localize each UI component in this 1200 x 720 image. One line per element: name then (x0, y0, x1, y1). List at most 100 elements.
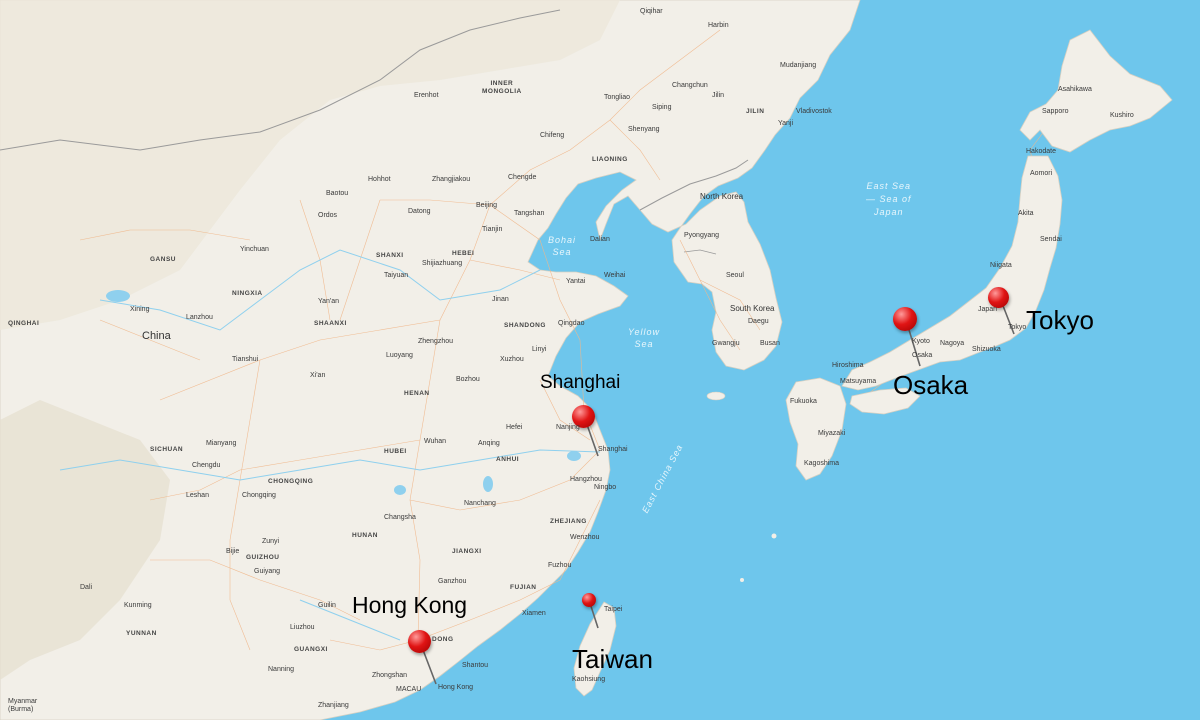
city-xiamen: Xiamen (522, 610, 546, 617)
city-harbin: Harbin (708, 22, 729, 29)
lake-dongting (394, 485, 406, 495)
city-chongqing: Chongqing (242, 492, 276, 499)
city-macau: MACAU (396, 686, 422, 693)
label-north-korea: North Korea (700, 192, 744, 201)
city-sapporo: Sapporo (1042, 108, 1069, 115)
city-aomori: Aomori (1030, 170, 1053, 177)
city-datong: Datong (408, 208, 431, 215)
city-akita: Akita (1018, 210, 1034, 217)
region-sichuan: SICHUAN (150, 446, 184, 453)
border-dmz (683, 249, 717, 255)
region-zhejiang: ZHEJIANG (550, 518, 587, 525)
city-niigata: Niigata (990, 262, 1012, 269)
region-hebei: HEBEI (452, 250, 475, 257)
city-hefei: Hefei (506, 424, 523, 431)
region-yunnan: YUNNAN (126, 630, 157, 637)
label-myanmar: Myanmar (Burma) (8, 698, 38, 713)
land-shikoku (849, 387, 921, 415)
land-honshu (841, 155, 1063, 391)
region-shaanxi: SHAANXI (314, 320, 347, 327)
land-kyushu (785, 377, 847, 481)
city-chifeng: Chifeng (540, 132, 565, 139)
border-mongolia (0, 9, 561, 151)
city-tongliao: Tongliao (604, 94, 631, 101)
city-miyazaki: Miyazaki (818, 430, 846, 437)
callout-hongkong: Hong Kong (352, 592, 468, 618)
city-tianjin: Tianjin (482, 226, 503, 233)
city-fukuoka: Fukuoka (790, 398, 817, 405)
city-hohhot: Hohhot (368, 176, 391, 183)
land-steppe (0, 0, 620, 330)
city-zhongshan: Zhongshan (372, 672, 408, 679)
city-shijiazhuang: Shijiazhuang (422, 260, 463, 267)
city-asahikawa: Asahikawa (1058, 86, 1092, 93)
land-jeju (706, 391, 726, 401)
region-hubei: HUBEI (384, 448, 407, 455)
city-linyi: Linyi (532, 346, 547, 353)
city-ordos: Ordos (318, 212, 338, 219)
city-yinchuan: Yinchuan (240, 246, 269, 253)
city-chengde: Chengde (508, 174, 537, 181)
island-3 (740, 578, 744, 582)
city-sendai: Sendai (1040, 236, 1062, 243)
pin-tokyo-icon[interactable] (988, 287, 1009, 308)
lake-poyang (483, 476, 493, 492)
region-henan: HENAN (404, 390, 430, 397)
city-xining: Xining (130, 306, 150, 313)
city-liuzhou: Liuzhou (290, 624, 315, 631)
region-hunan: HUNAN (352, 532, 378, 539)
city-nanning: Nanning (268, 666, 295, 673)
island-1 (799, 383, 805, 389)
pin-osaka-icon[interactable] (893, 307, 917, 331)
city-changsha: Changsha (384, 514, 416, 521)
city-jilin: Jilin (712, 92, 725, 99)
city-qingdao: Qingdao (558, 320, 585, 327)
city-tianshui: Tianshui (232, 356, 259, 363)
rivers (59, 249, 601, 641)
region-inner-mongolia: INNER MONGOLIA (482, 80, 522, 95)
callout-taiwan: Taiwan (572, 644, 653, 674)
city-vladivostok: Vladivostok (796, 108, 832, 115)
city-wuhan: Wuhan (424, 438, 447, 445)
city-gwangju: Gwangju (712, 340, 740, 347)
city-hakodate: Hakodate (1026, 148, 1056, 155)
sea-east-sea: East Sea — Sea of Japan (866, 181, 912, 217)
city-ningbo: Ningbo (594, 484, 617, 491)
city-nagoya: Nagoya (940, 340, 965, 347)
city-luoyang: Luoyang (386, 352, 413, 359)
city-wenzhou: Wenzhou (570, 534, 600, 541)
city-nanchang: Nanchang (464, 500, 496, 507)
lake-qinghai (106, 290, 130, 302)
region-jiangxi: JIANGXI (452, 548, 482, 555)
label-china: China (142, 330, 171, 342)
city-kushiro: Kushiro (1110, 112, 1134, 119)
island-4 (1058, 102, 1062, 106)
city-tangshan: Tangshan (514, 210, 545, 217)
city-hangzhou: Hangzhou (570, 476, 602, 483)
pin-taiwan-icon[interactable] (582, 593, 596, 607)
land-highlands (0, 400, 170, 680)
region-ningxia: NINGXIA (232, 290, 263, 297)
region-guangdong: DONG (432, 636, 454, 643)
city-taipei: Taipei (604, 606, 623, 613)
island-2 (771, 533, 777, 539)
region-fujian: FUJIAN (510, 584, 537, 591)
region-guizhou: GUIZHOU (246, 554, 280, 561)
city-pyongyang: Pyongyang (684, 232, 720, 239)
city-nanjing: Nanjing (556, 424, 580, 431)
label-south-korea: South Korea (730, 304, 775, 313)
city-mianyang: Mianyang (206, 440, 237, 447)
city-hiroshima: Hiroshima (832, 362, 864, 369)
city-shantou: Shantou (462, 662, 489, 669)
city-kyoto: Kyoto (912, 338, 930, 345)
city-tokyo: Tokyo (1008, 324, 1027, 331)
pin-hongkong-icon[interactable] (408, 630, 431, 653)
city-guiyang: Guiyang (254, 568, 281, 575)
city-lanzhou: Lanzhou (186, 314, 213, 321)
city-zhanjiang: Zhanjiang (318, 702, 349, 709)
city-anqing: Anqing (478, 440, 500, 447)
sea-bohai: Bohai Sea (548, 235, 577, 257)
city-bijie: Bijie (226, 548, 240, 555)
pin-shanghai-icon[interactable] (572, 405, 595, 428)
